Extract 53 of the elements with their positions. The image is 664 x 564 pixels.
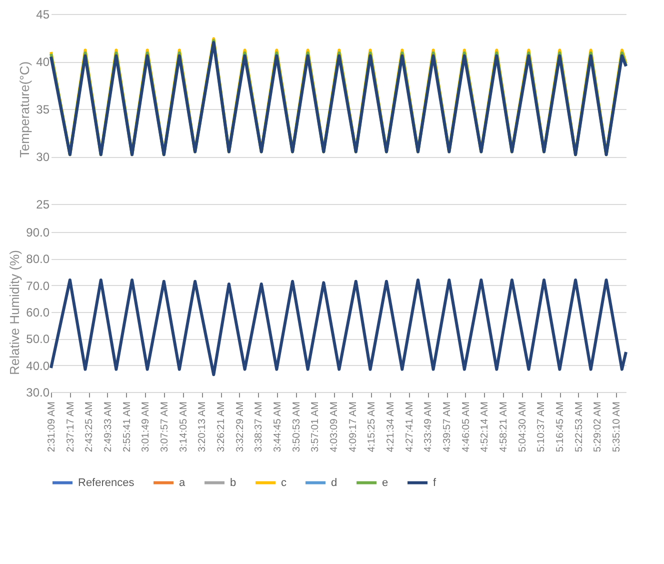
x-tick-label: 3:01:49 AM — [140, 402, 152, 452]
x-tick-label: 3:44:45 AM — [272, 402, 284, 452]
legend-label: b — [230, 476, 236, 489]
y-tick-label: 45 — [36, 8, 50, 22]
x-tick-label: 4:09:17 AM — [348, 402, 359, 452]
y-tick-label: 80.0 — [26, 252, 50, 266]
x-tick-label: 4:58:21 AM — [498, 402, 510, 452]
y-tick-label: 35 — [36, 102, 50, 116]
x-tick-label: 4:21:34 AM — [386, 402, 397, 452]
x-tick-label: 2:31:09 AM — [46, 402, 58, 452]
y-tick-label: 90.0 — [26, 226, 50, 240]
x-tick-label: 5:29:02 AM — [592, 402, 604, 452]
legend-label: f — [433, 476, 437, 489]
x-tick-label: 3:38:37 AM — [254, 402, 265, 452]
x-tick-label: 5:04:30 AM — [517, 402, 528, 452]
x-tick-label: 4:03:09 AM — [329, 402, 340, 452]
x-tick-label: 4:15:25 AM — [366, 402, 378, 452]
x-tick-label: 4:27:41 AM — [404, 402, 416, 452]
x-tick-label: 2:55:41 AM — [122, 402, 133, 452]
y-axis-title: Relative Humidity (%) — [7, 250, 22, 375]
y-tick-label: 70.0 — [26, 278, 50, 293]
y-tick-label: 30 — [36, 150, 50, 164]
x-tick-label: 2:43:25 AM — [84, 402, 96, 452]
y-tick-label: 40 — [36, 55, 50, 69]
x-tick-label: 4:46:05 AM — [460, 402, 472, 452]
x-tick-label: 4:39:57 AM — [442, 402, 454, 452]
y-tick-label: 50.0 — [26, 332, 50, 346]
x-tick-label: 5:35:10 AM — [612, 402, 623, 452]
x-tick-label: 4:33:49 AM — [423, 402, 434, 452]
x-tick-label: 3:20:13 AM — [197, 402, 208, 452]
x-tick-label: 3:32:29 AM — [234, 402, 246, 452]
y-tick-label: 30.0 — [26, 386, 50, 400]
legend-label: d — [331, 476, 338, 489]
x-tick-label: 4:52:14 AM — [480, 402, 491, 452]
legend-label: c — [281, 476, 287, 489]
x-tick-label: 3:50:53 AM — [291, 402, 302, 452]
x-tick-label: 2:37:17 AM — [65, 402, 76, 452]
y-tick-label: 60.0 — [26, 306, 50, 320]
y-tick-label: 40.0 — [26, 358, 50, 373]
x-tick-label: 3:26:21 AM — [216, 402, 228, 452]
x-tick-label: 5:22:53 AM — [574, 402, 585, 452]
legend-label: e — [382, 476, 388, 489]
line-series — [50, 278, 628, 376]
legend-label: a — [179, 476, 186, 489]
y-tick-label: 25 — [36, 198, 50, 212]
x-tick-label: 3:57:01 AM — [310, 402, 322, 452]
legend-label: References — [78, 476, 135, 489]
x-tick-label: 5:10:37 AM — [536, 402, 548, 452]
x-tick-label: 5:16:45 AM — [555, 402, 566, 452]
y-axis-title: Temperature(°C) — [17, 61, 32, 158]
x-tick-label: 2:49:33 AM — [102, 402, 114, 452]
x-tick-label: 3:14:05 AM — [178, 402, 190, 452]
x-tick-label: 3:07:57 AM — [160, 402, 170, 452]
